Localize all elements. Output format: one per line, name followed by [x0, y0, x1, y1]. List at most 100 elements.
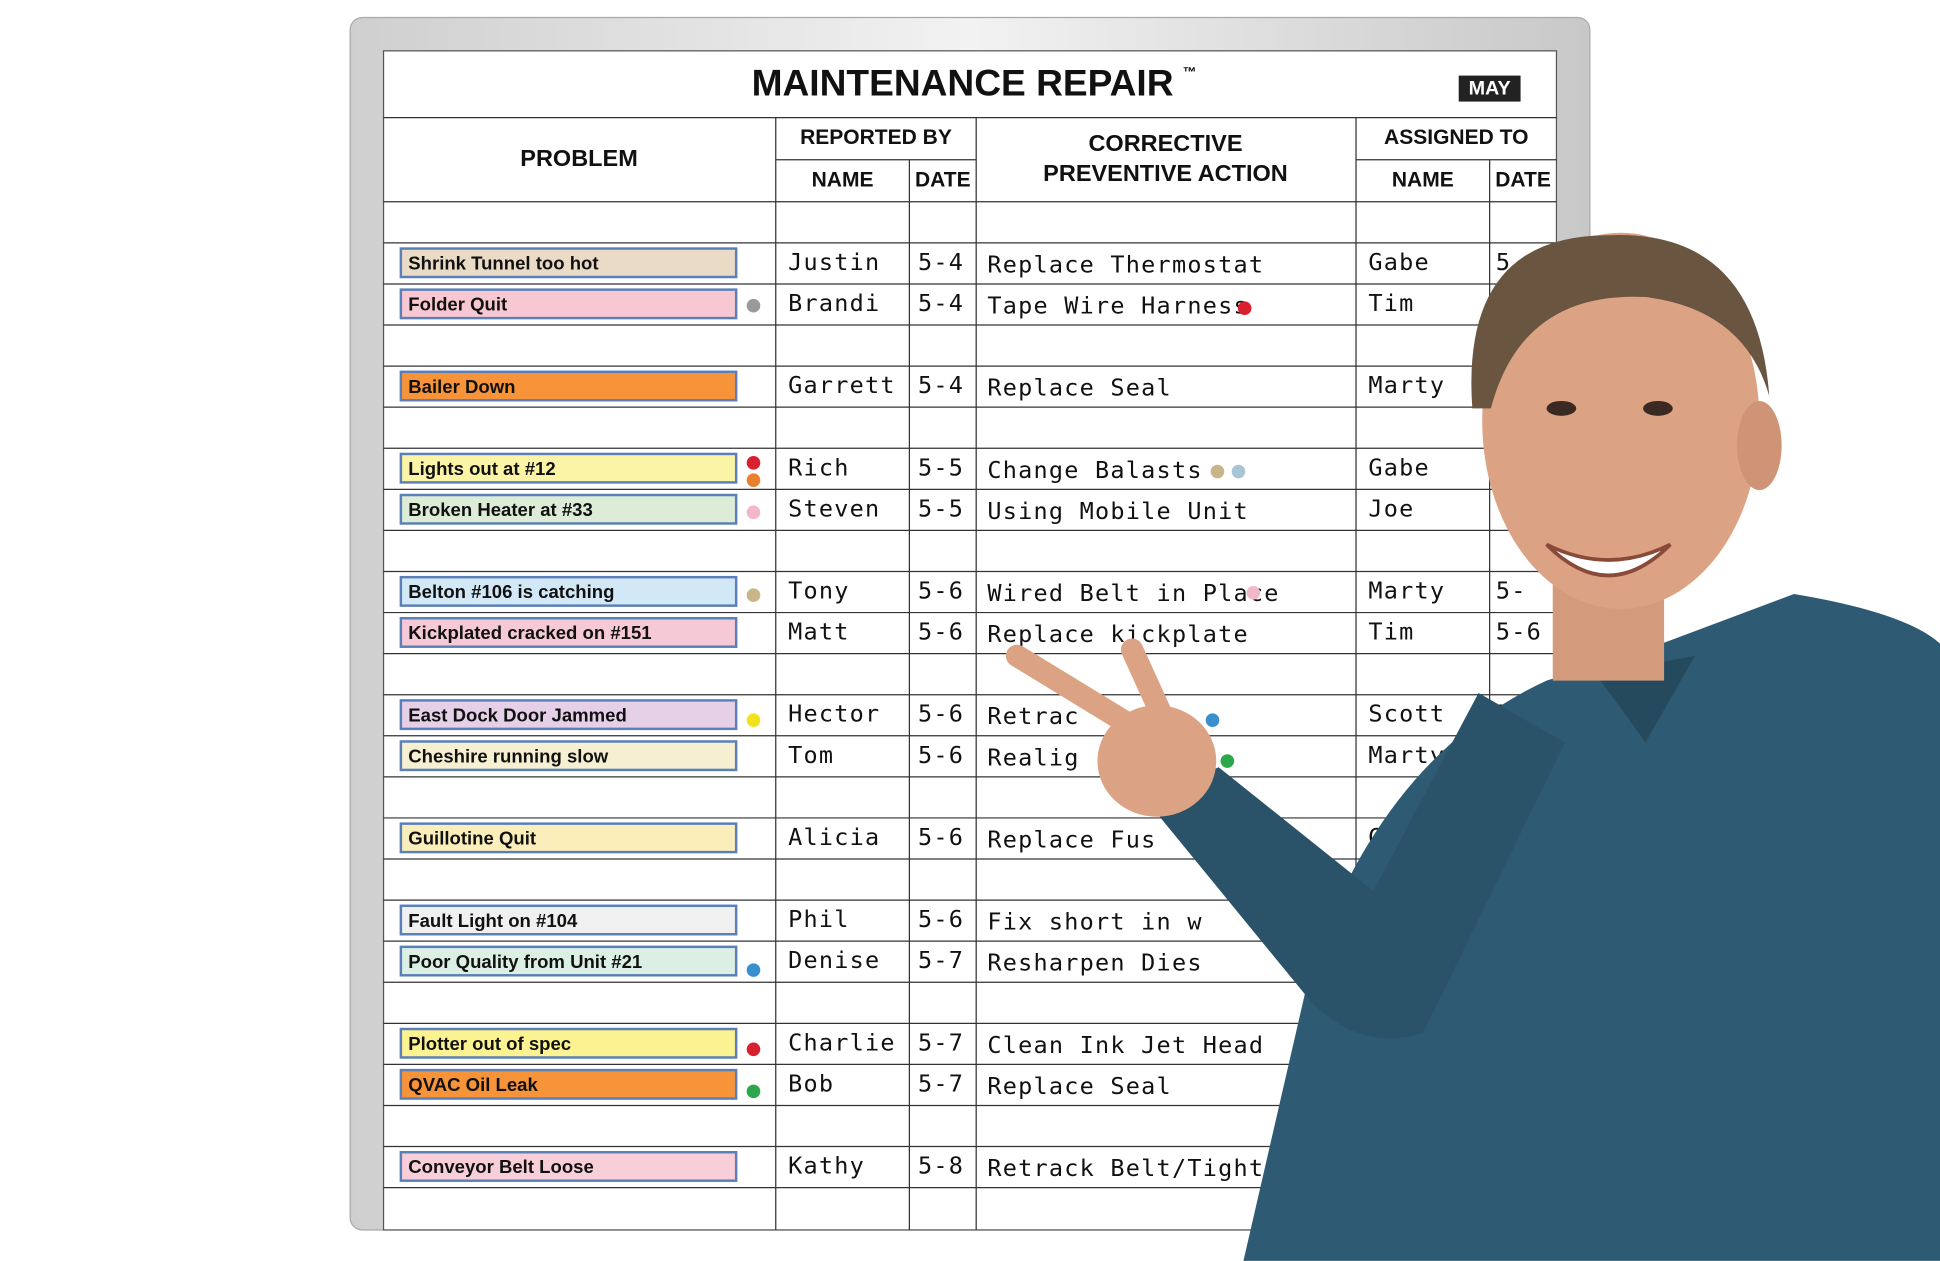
reported-date: 5-6	[918, 577, 964, 605]
reported-name: Matt	[788, 618, 850, 646]
assigned-date: 5	[1496, 248, 1511, 276]
reported-date: 5-4	[918, 289, 964, 317]
assignee: Scott	[1368, 700, 1445, 728]
problem: Shrink Tunnel too hot	[408, 253, 598, 274]
sleeve	[1144, 692, 1566, 1039]
hair	[1471, 234, 1770, 409]
problem: Kickplated cracked on #151	[408, 622, 651, 643]
column-header: CORRECTIVE	[1088, 130, 1242, 156]
problem-label	[399, 247, 738, 279]
problem: Guillotine Quit	[408, 828, 536, 849]
action: Replace Fus	[987, 825, 1156, 853]
reported-name: Alicia	[788, 823, 880, 851]
problem-label	[399, 575, 738, 607]
problem-label	[399, 822, 738, 854]
problem-label	[399, 1151, 738, 1182]
magnet-dot	[746, 963, 761, 977]
magnet-dot	[1231, 464, 1246, 479]
problem-label	[399, 493, 738, 525]
assignee: Marty	[1368, 577, 1445, 605]
magnets	[746, 298, 1340, 1187]
magnet-dot	[746, 298, 761, 313]
problem: Conveyor Belt Loose	[408, 1156, 594, 1177]
assignee: Gabe	[1368, 248, 1430, 276]
face	[1482, 232, 1760, 609]
action: Using Mobile Unit	[987, 497, 1249, 525]
magnet-dot	[746, 713, 761, 728]
assignee: Marty	[1368, 371, 1445, 399]
column-header: PROBLEM	[520, 145, 638, 171]
reported-name: Brandi	[788, 289, 880, 317]
board-title: MAINTENANCE REPAIR	[752, 61, 1174, 103]
assigned-date: 5-6	[1496, 618, 1542, 646]
problem: East Dock Door Jammed	[408, 704, 627, 725]
reported-date: 5-6	[918, 618, 964, 646]
problem-label	[399, 904, 738, 936]
problem: Bailer Down	[408, 376, 515, 397]
action: Tape Wire Harness	[987, 291, 1249, 319]
problem-label	[399, 699, 738, 731]
problem: Lights out at #12	[408, 458, 555, 479]
problem-label	[399, 452, 738, 484]
reported-date: 5-7	[918, 1069, 964, 1097]
reported-name: Tom	[788, 741, 834, 769]
action: Replace Thermostat	[987, 250, 1264, 278]
action: Replace kickplate	[987, 620, 1249, 648]
reported-date: 5-4	[918, 371, 964, 399]
problem-label	[399, 740, 738, 772]
month-badge	[1458, 75, 1521, 102]
assignee: Gabe	[1368, 453, 1430, 481]
action: Wired Belt in Place	[987, 579, 1279, 607]
column-header: NAME	[812, 168, 874, 191]
reported-date: 5-7	[918, 946, 964, 974]
rows: Shrink Tunnel too hot Justin 5-4 Replace Th…	[399, 247, 1542, 1182]
magnet-dot	[746, 505, 761, 520]
reported-name: Garrett	[788, 371, 896, 399]
action: Resharpen Dies	[987, 949, 1202, 977]
problem-label	[399, 288, 738, 320]
magnet-dot	[1210, 464, 1225, 479]
reported-name: Denise	[788, 946, 880, 974]
reported-date: 5-5	[918, 453, 964, 481]
reported-date: 5-7	[918, 1028, 964, 1056]
reported-date: 5-6	[918, 905, 964, 933]
reported-name: Rich	[788, 453, 850, 481]
ear	[1737, 400, 1782, 491]
magnet-dot	[1237, 301, 1252, 316]
reported-date: 5-6	[918, 823, 964, 851]
action: Realig	[987, 743, 1079, 771]
problem-label	[399, 617, 738, 648]
problem: Broken Heater at #33	[408, 499, 593, 520]
reported-name: Kathy	[788, 1152, 865, 1180]
action: Retrac	[987, 702, 1079, 730]
magnet-dot	[746, 588, 761, 603]
column-header: ASSIGNED TO	[1384, 126, 1528, 149]
reported-name: Phil	[788, 905, 850, 933]
column-header: REPORTED BY	[800, 126, 952, 149]
problem: Plotter out of spec	[408, 1033, 571, 1054]
finger	[1005, 644, 1140, 736]
reported-name: Charlie	[788, 1028, 896, 1056]
action: Fix short in w	[987, 908, 1202, 936]
reported-date: 5-6	[918, 741, 964, 769]
reported-name: Tony	[788, 577, 850, 605]
magnet-dot	[1220, 754, 1235, 768]
problem: Folder Quit	[408, 294, 507, 315]
problem-label	[399, 370, 738, 402]
column-header: NAME	[1392, 168, 1454, 191]
magnet-dot	[746, 1042, 761, 1057]
reported-name: Steven	[788, 494, 880, 522]
reported-date: 5-8	[918, 1152, 964, 1180]
problem-label	[399, 1027, 738, 1059]
action: Change Balasts	[987, 456, 1202, 484]
magnet-dot	[746, 456, 761, 470]
action: Clean Ink Jet Head	[987, 1031, 1264, 1059]
shirt	[1243, 594, 1940, 1261]
problem-label	[399, 1068, 738, 1100]
assignee: Tim	[1368, 289, 1414, 317]
problem-label	[399, 945, 738, 977]
trademark: ™	[1183, 65, 1197, 80]
assignee: Joe	[1368, 494, 1414, 522]
column-header: DATE	[1495, 168, 1551, 191]
